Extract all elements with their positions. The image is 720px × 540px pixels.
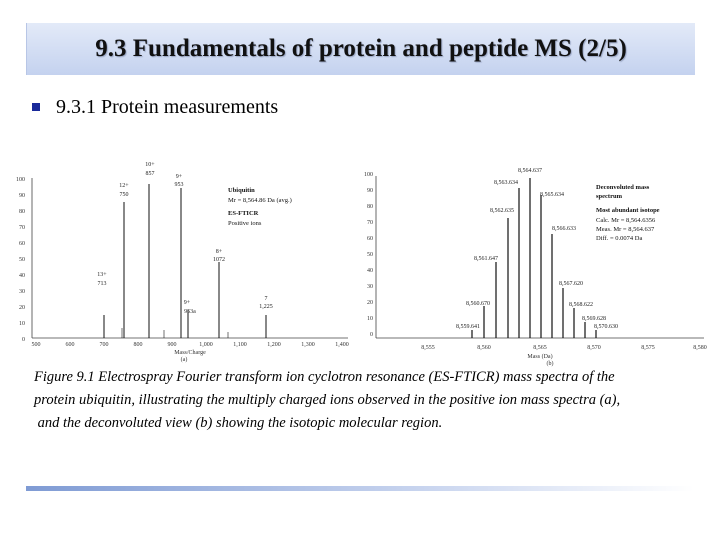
footer-bar	[26, 486, 694, 491]
panel-b-deconvoluted-spectrum: 100 90 80 70 60 50 40 30 20 10 0 8,555 8…	[364, 168, 707, 367]
peak-label: 8,567.620	[559, 281, 583, 287]
y-tick-label: 30	[19, 289, 25, 295]
y-tick-label: 90	[19, 193, 25, 199]
x-axis-label: Mass/Charge	[174, 350, 206, 356]
title-bar: 9.3 Fundamentals of protein and peptide …	[26, 23, 695, 75]
y-tick-label: 50	[367, 252, 373, 258]
caption-line: protein ubiquitin, illustrating the mult…	[34, 392, 621, 408]
figure-caption: Figure 9.1 Electrospray Fourier transfor…	[34, 366, 694, 435]
legend-line: Calc. Mr = 8,564.6356	[596, 217, 656, 224]
peak-label: 8,566.633	[552, 226, 576, 232]
peak-label: 8+	[216, 249, 223, 255]
peak-label: 1072	[213, 257, 225, 263]
y-tick-label: 30	[367, 284, 373, 290]
peak-label: 8,570.630	[594, 324, 618, 330]
y-tick-label: 40	[367, 268, 373, 274]
y-tick-label: 0	[370, 332, 373, 338]
x-tick-label: 8,555	[421, 345, 435, 351]
y-tick-label: 100	[364, 172, 373, 178]
y-tick-label: 0	[22, 337, 25, 343]
x-tick-label: 8,580	[693, 345, 707, 351]
peak-label: 12+	[119, 183, 129, 189]
legend-line: Meas. Mr = 8,564.637	[596, 226, 655, 233]
bullet-item: 9.3.1 Protein measurements	[32, 96, 278, 119]
peak-label: 953a	[184, 309, 196, 315]
legend-line: Positive ions	[228, 220, 262, 227]
peak-label: 8,564.637	[518, 168, 542, 174]
peak-label: 1,225	[259, 304, 273, 310]
peak-label: 8,569.628	[582, 316, 606, 322]
caption-line: and the deconvoluted view (b) showing th…	[34, 415, 443, 431]
y-tick-label: 100	[16, 177, 25, 183]
y-tick-label: 20	[367, 300, 373, 306]
legend-line: Most abundant isotope	[596, 207, 660, 214]
peak-label: 857	[146, 171, 155, 177]
caption-line: Figure 9.1 Electrospray Fourier transfor…	[34, 369, 615, 385]
x-tick-label: 1,300	[301, 342, 315, 348]
x-tick-label: 1,200	[267, 342, 281, 348]
legend-line: Diff. = 0.0074 Da	[596, 235, 642, 242]
x-tick-label: 8,570	[587, 345, 601, 351]
y-tick-label: 20	[19, 305, 25, 311]
x-tick-label: 1,000	[199, 342, 213, 348]
peak-label: 8,562.635	[490, 208, 514, 214]
x-tick-label: 8,575	[641, 345, 655, 351]
peak-label: 8,568.622	[569, 302, 593, 308]
legend-line: Mr = 8,564.86 Da (avg.)	[228, 197, 292, 204]
panel-label: (b)	[547, 360, 554, 367]
peak-label: 9+	[184, 300, 191, 306]
y-tick-label: 70	[19, 225, 25, 231]
peak-label: 7	[265, 296, 268, 302]
y-tick-label: 60	[367, 236, 373, 242]
x-tick-label: 500	[32, 342, 41, 348]
y-tick-label: 50	[19, 257, 25, 263]
square-bullet-icon	[32, 103, 40, 111]
x-tick-label: 1,400	[335, 342, 349, 348]
peak-label: 8,563.634	[494, 180, 518, 186]
peak-label: 713	[98, 281, 107, 287]
x-tick-label: 1,100	[233, 342, 247, 348]
peak-label: 953	[175, 182, 184, 188]
y-tick-label: 10	[367, 316, 373, 322]
x-tick-label: 8,560	[477, 345, 491, 351]
peak-label: 10+	[145, 162, 155, 168]
peak-label: 8,565.634	[540, 192, 564, 198]
peak-label: 8,560.670	[466, 301, 490, 307]
x-tick-label: 800	[134, 342, 143, 348]
panel-label: (a)	[181, 356, 188, 363]
spectra-figure: 100 90 80 70 60 50 40 30 20 10 0 500 600…	[16, 162, 707, 367]
y-tick-label: 10	[19, 321, 25, 327]
y-tick-label: 60	[19, 241, 25, 247]
x-tick-label: 8,565	[533, 345, 547, 351]
legend-line: ES-FTICR	[228, 210, 259, 217]
x-tick-label: 900	[168, 342, 177, 348]
bullet-text: 9.3.1 Protein measurements	[56, 96, 279, 118]
x-axis-label: Mass (Da)	[527, 353, 552, 360]
y-tick-label: 80	[19, 209, 25, 215]
x-tick-label: 700	[100, 342, 109, 348]
slide-title: 9.3 Fundamentals of protein and peptide …	[95, 35, 627, 62]
legend-line: Ubiquitin	[228, 187, 255, 194]
legend-line: Deconvoluted mass	[596, 184, 650, 191]
legend-line: spectrum	[596, 193, 623, 200]
peak-label: 13+	[97, 272, 107, 278]
peak-label: 750	[120, 192, 129, 198]
peak-label: 8,561.647	[474, 256, 498, 262]
y-tick-label: 90	[367, 188, 373, 194]
peak-label: 8,559.641	[456, 324, 480, 330]
panel-a-spectrum: 100 90 80 70 60 50 40 30 20 10 0 500 600…	[16, 162, 349, 363]
y-tick-label: 70	[367, 220, 373, 226]
y-tick-label: 80	[367, 204, 373, 210]
x-tick-label: 600	[66, 342, 75, 348]
peak-label: 9+	[176, 174, 183, 180]
y-tick-label: 40	[19, 273, 25, 279]
